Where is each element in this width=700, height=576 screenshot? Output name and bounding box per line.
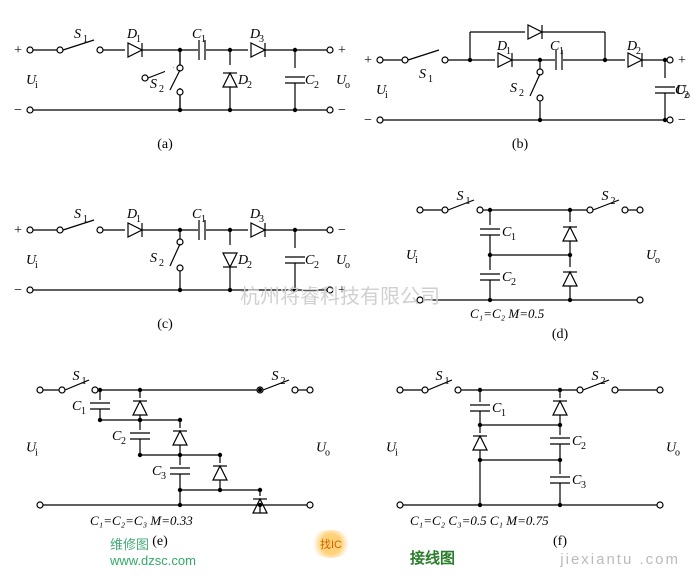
svg-text:o: o [655, 255, 660, 266]
svg-text:i: i [385, 90, 388, 101]
svg-text:−: − [338, 103, 346, 118]
svg-text:C₁=C₂=C₃ M=0.33: C₁=C₂=C₃ M=0.33 [90, 513, 193, 528]
svg-text:1: 1 [83, 214, 88, 225]
svg-text:i: i [35, 260, 38, 271]
svg-text:S: S [457, 189, 464, 204]
svg-text:o: o [325, 448, 330, 459]
svg-text:2: 2 [519, 88, 524, 99]
svg-text:o: o [675, 448, 680, 459]
svg-text:1: 1 [445, 376, 450, 387]
svg-text:1: 1 [201, 214, 206, 225]
svg-text:2: 2 [314, 260, 319, 271]
svg-text:2: 2 [636, 46, 641, 57]
footer-left: 维修图 www.dzsc.com [110, 534, 196, 568]
svg-text:S: S [73, 369, 80, 384]
svg-text:2: 2 [159, 258, 164, 269]
svg-text:1: 1 [501, 408, 506, 419]
svg-text:1: 1 [201, 34, 206, 45]
svg-text:+: + [14, 223, 22, 238]
svg-text:+: + [14, 43, 22, 58]
svg-text:2: 2 [159, 84, 164, 95]
svg-text:S: S [510, 81, 517, 96]
svg-text:i: i [395, 448, 398, 459]
svg-text:3: 3 [259, 214, 264, 225]
svg-text:−: − [14, 103, 22, 118]
svg-text:1: 1 [82, 376, 87, 387]
svg-text:−: − [364, 113, 372, 128]
footer-mid: 接线图 [410, 547, 455, 568]
svg-text:1: 1 [511, 232, 516, 243]
svg-text:S: S [602, 189, 609, 204]
svg-text:o: o [345, 80, 350, 91]
svg-text:−: − [338, 223, 346, 238]
svg-text:S: S [272, 369, 279, 384]
footer-right: jiexiantu .com [560, 551, 680, 568]
svg-text:i: i [35, 80, 38, 91]
svg-text:1: 1 [83, 34, 88, 45]
svg-text:1: 1 [136, 34, 141, 45]
svg-text:−: − [678, 113, 686, 128]
svg-text:(b): (b) [512, 137, 529, 152]
svg-text:S: S [74, 27, 81, 42]
svg-text:C₁=C₂ M=0.5: C₁=C₂ M=0.5 [470, 306, 545, 321]
circuit-diagram: +−UiS1D1C1D3+−UoS2D2C2(a)+−UiS1D1C1D2+−U… [0, 0, 700, 576]
svg-text:2: 2 [601, 376, 606, 387]
svg-text:2: 2 [511, 277, 516, 288]
svg-text:(c): (c) [157, 317, 173, 332]
svg-text:+: + [338, 283, 346, 298]
svg-text:2: 2 [247, 80, 252, 91]
svg-text:3: 3 [259, 34, 264, 45]
svg-text:1: 1 [136, 214, 141, 225]
svg-text:o: o [345, 260, 350, 271]
svg-text:(d): (d) [552, 327, 569, 342]
svg-text:1: 1 [81, 406, 86, 417]
svg-text:2: 2 [581, 441, 586, 452]
svg-text:S: S [74, 207, 81, 222]
svg-text:+: + [338, 43, 346, 58]
svg-text:C₁=C₂ C₃=0.5 C₁ M=0.75: C₁=C₂ C₃=0.5 C₁ M=0.75 [410, 513, 549, 528]
svg-text:2: 2 [121, 436, 126, 447]
svg-text:−: − [14, 283, 22, 298]
svg-text:3: 3 [581, 480, 586, 491]
svg-text:+: + [678, 53, 686, 68]
svg-text:S: S [436, 369, 443, 384]
svg-text:S: S [419, 67, 426, 82]
svg-text:1: 1 [428, 74, 433, 85]
svg-text:(a): (a) [157, 137, 173, 152]
svg-text:2: 2 [314, 80, 319, 91]
svg-text:+: + [364, 53, 372, 68]
footer-badge: 找IC [310, 530, 352, 558]
svg-text:S: S [592, 369, 599, 384]
svg-text:2: 2 [684, 90, 689, 101]
svg-text:1: 1 [466, 196, 471, 207]
svg-text:2: 2 [281, 376, 286, 387]
svg-text:1: 1 [559, 46, 564, 57]
svg-text:2: 2 [611, 196, 616, 207]
svg-text:i: i [415, 255, 418, 266]
svg-text:1: 1 [506, 46, 511, 57]
svg-text:2: 2 [247, 260, 252, 271]
svg-text:(f): (f) [553, 534, 567, 549]
svg-text:S: S [150, 77, 157, 92]
svg-text:3: 3 [161, 471, 166, 482]
svg-text:i: i [35, 448, 38, 459]
svg-text:S: S [150, 251, 157, 266]
